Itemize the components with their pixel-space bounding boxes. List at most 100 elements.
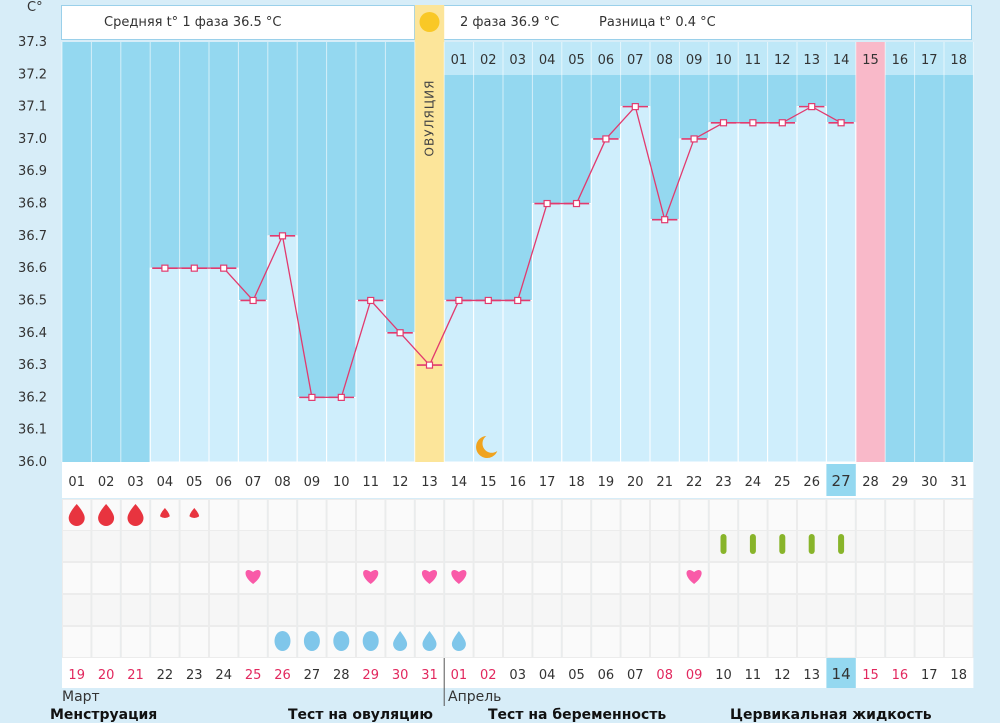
symptom-cell xyxy=(238,499,268,531)
temperature-bar xyxy=(179,267,210,463)
symptom-cell xyxy=(620,530,650,562)
phase2-day-label: 12 xyxy=(774,53,791,68)
symptom-cell xyxy=(473,530,504,562)
symptom-cell xyxy=(356,594,386,626)
temperature-point xyxy=(367,296,375,305)
date-label: 01 xyxy=(451,668,468,683)
date-label: 30 xyxy=(392,668,409,683)
date-label: 17 xyxy=(921,668,938,683)
date-label: 27 xyxy=(304,668,321,683)
symptom-cell xyxy=(179,594,210,626)
y-tick-label: 36.3 xyxy=(18,358,47,373)
phase1-header: Средняя t° 1 фаза 36.5 °С xyxy=(61,5,415,40)
symptom-cell xyxy=(297,530,327,562)
symptom-cell xyxy=(267,499,298,531)
phase2-day-label: 07 xyxy=(627,53,644,68)
symptom-cell xyxy=(532,594,562,626)
symptom-cell xyxy=(591,530,621,562)
symptom-cell xyxy=(767,594,797,626)
symptom-cell xyxy=(797,562,827,594)
temperature-bar xyxy=(473,299,504,463)
symptom-cell xyxy=(561,499,592,531)
date-label: 08 xyxy=(656,668,673,683)
cycle-day-label: 05 xyxy=(186,475,203,490)
symptom-cell xyxy=(414,530,445,562)
ovulation-test-icon xyxy=(838,534,845,554)
temperature-bar xyxy=(590,138,622,463)
date-label: 19 xyxy=(68,668,85,683)
date-label: 04 xyxy=(539,668,556,683)
symptom-cell xyxy=(120,594,151,626)
symptom-cell xyxy=(708,626,739,658)
symptom-cell xyxy=(179,530,210,562)
symptom-cell xyxy=(885,530,915,562)
symptom-cell xyxy=(473,499,504,531)
symptom-cell xyxy=(885,499,915,531)
temperature-bar xyxy=(561,203,592,463)
date-label: 03 xyxy=(509,668,526,683)
phase2-day-label: 14 xyxy=(833,53,850,68)
symptom-cell xyxy=(620,562,650,594)
date-label: 18 xyxy=(950,668,967,683)
symptom-cell xyxy=(179,562,210,594)
forecast-period-column xyxy=(855,42,886,462)
cycle-day-label: 30 xyxy=(921,475,938,490)
date-label: 14 xyxy=(832,665,851,683)
temperature-bar xyxy=(384,332,416,463)
symptom-cell xyxy=(326,499,357,531)
symptom-cell xyxy=(855,499,886,531)
cervical-fluid-drop-icon xyxy=(422,631,437,652)
symptom-cell xyxy=(238,530,268,562)
symptom-cell xyxy=(708,499,739,531)
symptom-cell xyxy=(561,530,592,562)
phase2-day-label: 03 xyxy=(509,53,526,68)
date-label: 16 xyxy=(892,668,909,683)
symptom-cell xyxy=(708,562,739,594)
temperature-bar xyxy=(237,299,269,463)
symptom-cell xyxy=(855,530,886,562)
date-label: 21 xyxy=(127,668,144,683)
symptom-cell xyxy=(650,626,680,658)
temperature-bar xyxy=(267,235,298,463)
symptom-cell xyxy=(62,626,92,658)
temperature-point xyxy=(719,119,728,127)
date-label: 25 xyxy=(245,668,262,683)
symptom-cell xyxy=(826,499,856,531)
symptom-rows xyxy=(62,499,974,658)
symptom-cell xyxy=(444,530,474,562)
legend-menstruation: Менструация xyxy=(50,707,158,723)
symptom-cell xyxy=(267,594,298,626)
cycle-day-label: 12 xyxy=(392,475,409,490)
temperature-bar xyxy=(326,396,357,463)
symptom-cell xyxy=(826,626,856,658)
symptom-cell xyxy=(591,594,621,626)
temperature-point xyxy=(425,361,434,369)
symptom-cell xyxy=(209,530,239,562)
symptom-cell xyxy=(385,499,415,531)
cycle-day-label: 10 xyxy=(333,475,350,490)
menstruation-drop-icon xyxy=(189,508,200,519)
cervical-fluid-icon xyxy=(274,631,291,651)
sun-icon xyxy=(419,12,440,32)
symptom-cell xyxy=(561,562,592,594)
date-label: 07 xyxy=(627,668,644,683)
cervical-fluid-icon xyxy=(333,631,350,651)
phase2-day-label: 02 xyxy=(480,53,497,68)
symptom-cell xyxy=(209,594,239,626)
symptom-cell xyxy=(297,499,327,531)
cycle-day-label: 07 xyxy=(245,475,262,490)
symptom-cell xyxy=(91,530,121,562)
cycle-day-label: 08 xyxy=(274,475,291,490)
menstruation-drop-icon xyxy=(68,504,85,526)
temperature-point xyxy=(631,103,639,111)
cervical-fluid-icon xyxy=(362,631,379,651)
cervical-fluid-drop-icon xyxy=(393,631,408,652)
temperature-point xyxy=(749,119,757,127)
cycle-day-label: 09 xyxy=(304,475,321,490)
y-tick-label: 36.4 xyxy=(18,326,47,341)
ovulation-test-icon xyxy=(779,534,786,554)
cycle-day-label: 01 xyxy=(68,475,85,490)
menstruation-drop-icon xyxy=(160,508,170,518)
symptom-cell xyxy=(944,499,974,531)
date-label: 02 xyxy=(480,668,497,683)
